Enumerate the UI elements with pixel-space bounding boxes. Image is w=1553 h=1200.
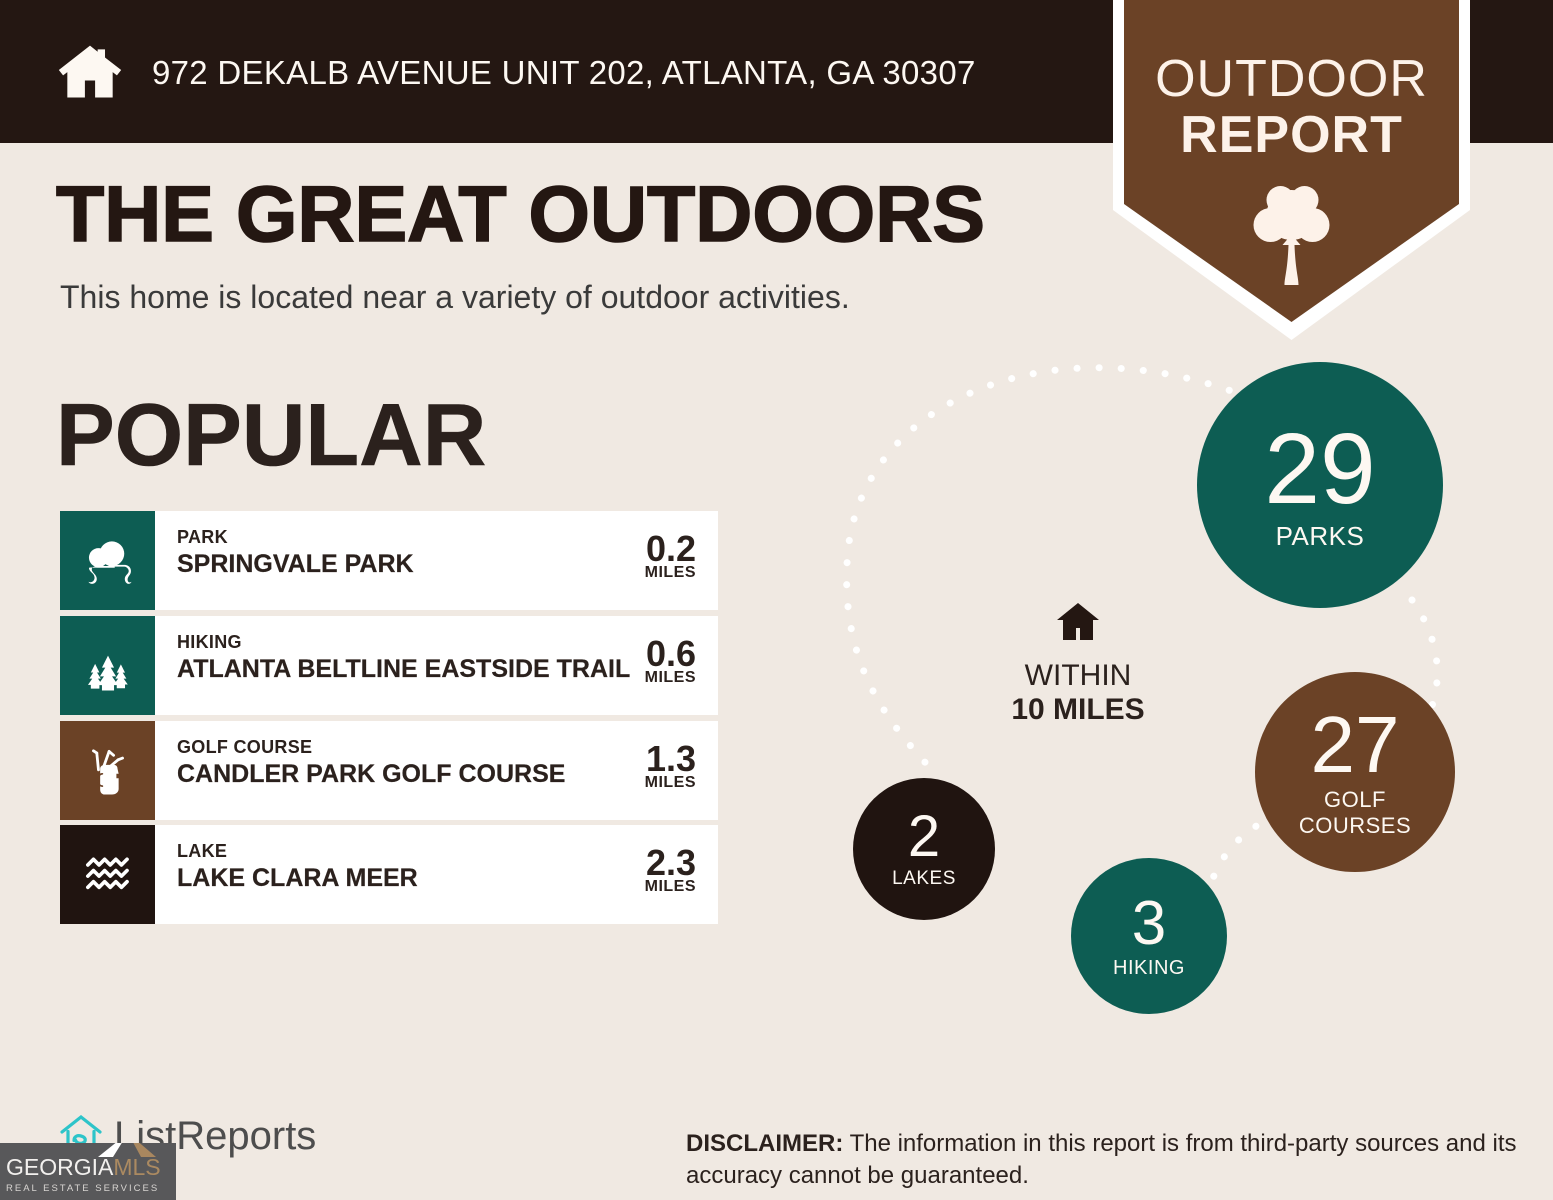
svg-text:GEORGIAMLS: GEORGIAMLS bbox=[6, 1154, 161, 1180]
svg-text:OUTDOOR: OUTDOOR bbox=[1155, 50, 1428, 108]
svg-text:REPORT: REPORT bbox=[1180, 106, 1403, 164]
svg-text:REAL ESTATE SERVICES: REAL ESTATE SERVICES bbox=[6, 1183, 159, 1194]
